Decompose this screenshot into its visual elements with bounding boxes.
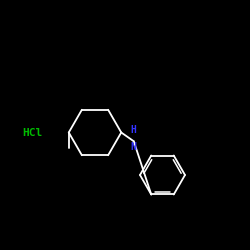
- Text: N: N: [131, 142, 137, 152]
- Text: H: H: [131, 125, 137, 135]
- Text: HCl: HCl: [22, 128, 43, 138]
